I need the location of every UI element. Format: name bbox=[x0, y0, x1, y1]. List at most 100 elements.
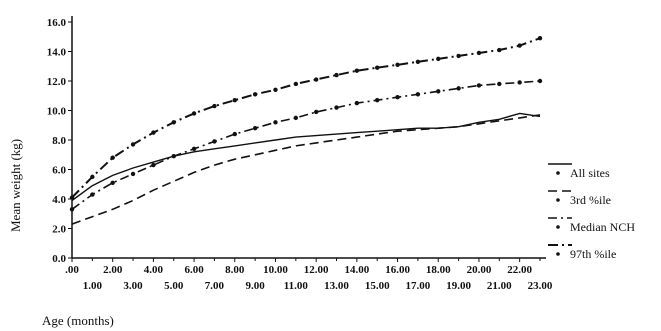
x-tick-label: 15.00 bbox=[365, 280, 390, 292]
legend-marker bbox=[556, 225, 560, 229]
data-point bbox=[110, 180, 115, 185]
data-point bbox=[517, 80, 522, 85]
data-point bbox=[293, 81, 299, 87]
legend-marker bbox=[556, 198, 560, 202]
data-point bbox=[69, 207, 75, 212]
data-point bbox=[293, 115, 299, 121]
data-point bbox=[212, 103, 217, 109]
data-point bbox=[436, 89, 441, 94]
data-point bbox=[436, 56, 441, 62]
legend-label: Median NCH bbox=[570, 220, 635, 234]
x-tick-label: 3.00 bbox=[123, 280, 143, 292]
data-point bbox=[456, 53, 461, 59]
y-axis-label: Mean weight (kg) bbox=[8, 139, 23, 232]
data-point bbox=[517, 43, 522, 48]
legend-label: 3rd %ile bbox=[570, 193, 611, 207]
legend-marker bbox=[556, 252, 560, 256]
x-tick-label: 13.00 bbox=[324, 280, 349, 292]
data-point bbox=[334, 72, 339, 78]
x-tick-label: 8.00 bbox=[225, 264, 245, 276]
x-tick-label: 17.00 bbox=[406, 280, 431, 292]
x-tick-label: 4.00 bbox=[144, 264, 164, 276]
data-point bbox=[151, 130, 156, 135]
x-tick-label: 6.00 bbox=[184, 264, 204, 276]
data-point bbox=[171, 120, 176, 125]
data-point bbox=[476, 50, 482, 56]
data-point bbox=[537, 36, 543, 41]
data-point bbox=[252, 126, 258, 131]
data-point bbox=[395, 95, 400, 100]
series-line bbox=[71, 112, 541, 202]
data-point bbox=[171, 154, 176, 159]
y-tick-label: 6.0 bbox=[52, 165, 66, 177]
x-tick-label: 18.00 bbox=[426, 264, 451, 276]
data-point bbox=[313, 77, 319, 82]
data-point bbox=[273, 87, 278, 93]
y-tick-label: 12.0 bbox=[47, 76, 67, 88]
x-tick-label: 12.00 bbox=[304, 264, 329, 276]
series-line bbox=[71, 37, 541, 199]
x-tick-label: 23.00 bbox=[528, 280, 553, 292]
y-tick-label: 2.0 bbox=[52, 224, 66, 236]
data-point bbox=[151, 162, 156, 168]
data-point bbox=[497, 47, 502, 53]
data-point bbox=[415, 92, 421, 97]
series-97th-ile bbox=[69, 36, 543, 200]
x-tick-label: .00 bbox=[65, 264, 79, 276]
legend-marker bbox=[556, 171, 560, 175]
data-point bbox=[232, 97, 237, 103]
axes bbox=[71, 16, 546, 259]
x-tick-label: 7.00 bbox=[205, 280, 225, 292]
series-line bbox=[71, 114, 541, 225]
series-layer bbox=[69, 36, 543, 225]
y-tick-label: 14.0 bbox=[47, 47, 67, 59]
data-point bbox=[130, 171, 136, 177]
x-axis-label: Age (months) bbox=[42, 313, 114, 328]
data-point bbox=[395, 62, 400, 67]
data-point bbox=[90, 192, 95, 197]
data-point bbox=[537, 78, 543, 84]
series-line bbox=[71, 80, 541, 210]
legend: All sites 3rd %ile Median NCH 97th %ile bbox=[548, 163, 635, 261]
y-tick-label: 10.0 bbox=[47, 106, 67, 118]
x-tick-label: 22.00 bbox=[507, 264, 532, 276]
series-all-sites bbox=[71, 112, 541, 202]
data-point bbox=[69, 195, 75, 200]
data-point bbox=[476, 83, 482, 88]
x-tick-label: 19.00 bbox=[446, 280, 471, 292]
data-point bbox=[130, 142, 136, 147]
data-point bbox=[456, 86, 461, 91]
x-tick-label: 9.00 bbox=[246, 280, 266, 292]
x-tick-label: 21.00 bbox=[487, 280, 512, 292]
x-tick-label: 10.00 bbox=[263, 264, 288, 276]
data-point bbox=[191, 146, 197, 152]
y-tick-label: 8.0 bbox=[52, 135, 66, 147]
data-point bbox=[497, 81, 502, 87]
y-tick-label: 4.0 bbox=[52, 194, 66, 206]
data-point bbox=[273, 120, 278, 125]
data-point bbox=[191, 111, 197, 116]
data-point bbox=[334, 105, 339, 110]
data-point bbox=[212, 139, 217, 144]
data-point bbox=[252, 92, 258, 97]
data-point bbox=[375, 97, 380, 103]
x-tick-label: 11.00 bbox=[284, 280, 309, 292]
x-tick-label: 16.00 bbox=[385, 264, 410, 276]
x-tick-label: 14.00 bbox=[344, 264, 369, 276]
x-tick-label: 20.00 bbox=[467, 264, 492, 276]
data-point bbox=[375, 65, 380, 70]
data-point bbox=[110, 155, 115, 160]
data-point bbox=[354, 68, 360, 73]
x-tick-label: 5.00 bbox=[164, 280, 184, 292]
y-tick-label: 0.0 bbox=[52, 253, 66, 265]
x-axis-ticks: .00 2.00 4.00 6.00 8.00 10.00 12.00 14.00 16.00 1… bbox=[65, 258, 553, 292]
data-point bbox=[90, 174, 95, 180]
x-tick-label: 1.00 bbox=[83, 280, 103, 292]
data-point bbox=[415, 59, 421, 65]
data-point bbox=[232, 131, 237, 137]
y-tick-label: 16.0 bbox=[47, 17, 67, 29]
legend-label: 97th %ile bbox=[570, 247, 616, 261]
data-point bbox=[354, 100, 360, 106]
y-axis-ticks: 0.0 2.0 4.0 6.0 8.0 10.0 12.0 14.0 16.0 bbox=[47, 17, 72, 265]
